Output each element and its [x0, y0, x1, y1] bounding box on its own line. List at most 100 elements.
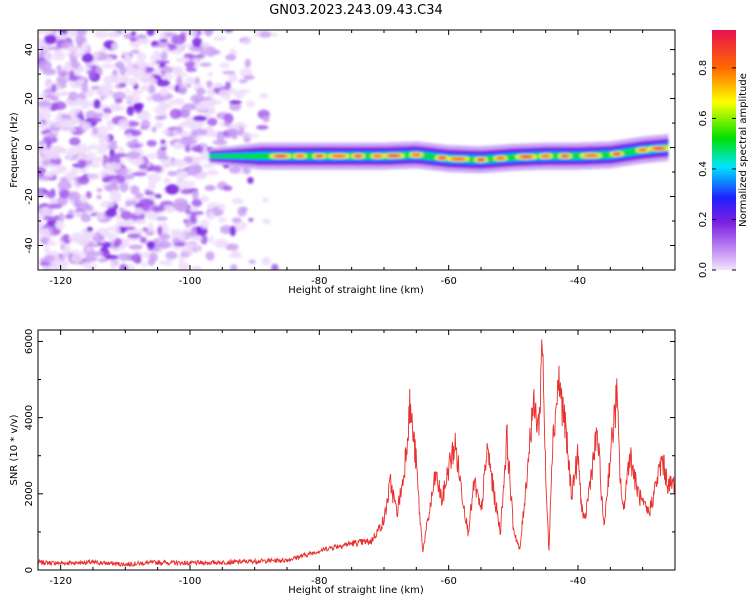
snr-frame — [37, 329, 676, 571]
noise-blob — [199, 62, 212, 67]
noise-blob — [212, 49, 221, 55]
noise-blob — [161, 73, 174, 81]
snr-xtick-label: -100 — [179, 576, 202, 587]
noise-blob — [228, 254, 243, 259]
noise-blob — [217, 217, 227, 223]
noise-blob — [159, 38, 168, 43]
noise-blob — [69, 79, 83, 89]
noise-blob — [115, 220, 130, 228]
noise-blob — [88, 69, 97, 79]
noise-blob — [96, 188, 103, 193]
noise-blob — [232, 197, 244, 205]
noise-blob — [185, 67, 197, 72]
noise-blob — [241, 38, 252, 45]
noise-blob — [75, 35, 83, 45]
colorbar-ticks: 0.0 0.2 0.4 0.6 0.8 — [698, 60, 736, 278]
noise-blob — [42, 159, 53, 166]
noise-blob — [43, 216, 56, 221]
noise-blob — [200, 42, 210, 48]
ridge-band — [209, 144, 669, 163]
noise-blob — [52, 51, 66, 61]
noise-blob — [112, 91, 127, 101]
noise-blob — [191, 265, 202, 270]
noise-blob — [68, 91, 78, 101]
noise-blob — [80, 213, 92, 223]
noise-blob — [112, 248, 120, 253]
spectrogram-xtick-label: -40 — [570, 276, 586, 287]
noise-blob — [100, 63, 115, 69]
noise-blob — [230, 88, 237, 94]
spectrogram-ytick-label: -40 — [24, 237, 35, 253]
noise-blob — [157, 225, 163, 236]
noise-blob — [164, 32, 177, 38]
noise-blob — [200, 195, 209, 203]
ridge-hotspot-peak — [316, 154, 323, 158]
noise-blob — [169, 108, 182, 120]
snr-ytick-label: 6000 — [24, 329, 35, 354]
noise-blob — [120, 51, 129, 56]
noise-blob — [119, 74, 130, 83]
noise-blob — [56, 196, 68, 207]
noise-blob — [178, 253, 184, 264]
noise-blob — [119, 181, 129, 193]
noise-blob — [118, 207, 125, 212]
noise-blob — [78, 152, 87, 160]
noise-blob — [54, 220, 65, 230]
noise-blob — [151, 40, 159, 46]
snr-xtick-label: -40 — [570, 576, 586, 587]
noise-blob — [62, 128, 77, 132]
colorbar-tick-label: 0.0 — [698, 262, 709, 278]
noise-blob — [68, 191, 81, 201]
noise-blob — [38, 43, 49, 53]
noise-blob — [179, 84, 190, 88]
noise-blob — [130, 49, 140, 54]
noise-blob — [102, 241, 111, 248]
noise-blob — [66, 30, 77, 35]
noise-blob — [118, 244, 125, 251]
noise-blob — [38, 167, 47, 175]
noise-blob — [218, 89, 230, 98]
noise-blob — [197, 154, 211, 161]
noise-blob — [247, 176, 254, 184]
noise-blob — [156, 148, 167, 158]
noise-blob — [58, 91, 72, 96]
noise-blob — [128, 244, 143, 250]
noise-blob — [38, 220, 44, 229]
noise-blob — [158, 222, 168, 227]
noise-blob — [123, 174, 135, 180]
noise-blob — [109, 103, 122, 111]
noise-blob — [147, 241, 155, 250]
noise-blob — [94, 30, 109, 39]
noise-blob — [41, 30, 54, 35]
noise-blob — [213, 36, 226, 41]
noise-blob — [212, 139, 228, 145]
spectrogram-ytick-label: 40 — [24, 43, 35, 56]
noise-blob — [125, 88, 131, 93]
ridge-hotspot-core — [295, 154, 305, 158]
noise-blob — [158, 115, 167, 120]
colorbar: 0.0 0.2 0.4 0.6 0.8 Normalized spectral ampl… — [698, 30, 749, 278]
noise-blob — [151, 126, 157, 133]
noise-blob — [41, 239, 48, 245]
noise-blob — [106, 162, 121, 171]
noise-blob — [81, 82, 89, 93]
noise-blob — [220, 225, 233, 235]
noise-blob — [192, 37, 203, 48]
noise-blob — [141, 261, 148, 267]
noise-blob — [126, 105, 135, 116]
noise-blob — [138, 164, 149, 170]
spectrogram-ytick-label: 0 — [24, 144, 35, 150]
noise-blob — [146, 94, 153, 102]
noise-blob — [57, 70, 68, 77]
snr-xtick-label: -120 — [49, 576, 72, 587]
noise-blob — [159, 233, 171, 241]
noise-blob — [231, 217, 242, 223]
noise-blob — [182, 132, 193, 137]
noise-blob — [137, 37, 151, 45]
noise-blob — [159, 87, 169, 97]
noise-blob — [262, 197, 269, 203]
noise-blob — [48, 203, 63, 209]
noise-blob — [152, 205, 166, 212]
noise-blob — [259, 92, 269, 99]
noise-blob — [79, 251, 88, 256]
